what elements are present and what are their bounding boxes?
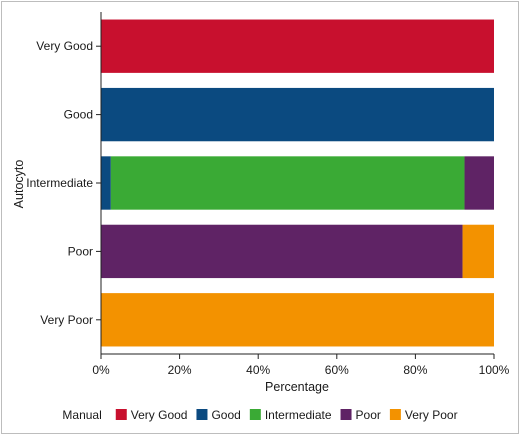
y-axis-title: Autocyto <box>12 160 26 209</box>
legend-label: Very Good <box>131 408 188 422</box>
legend-swatch <box>389 409 401 420</box>
x-tick-label: 60% <box>325 363 349 377</box>
y-tick-label: Good <box>64 108 93 122</box>
x-tick-label: 100% <box>479 363 510 377</box>
x-tick-label: 0% <box>92 363 110 377</box>
bar-poor-very-poor <box>462 224 494 279</box>
legend-label: Intermediate <box>265 408 332 422</box>
y-tick-label: Very Poor <box>40 313 93 327</box>
bar-intermediate-poor <box>464 156 494 210</box>
x-ticks: 0% 20% 40% 60% 80% 100% <box>92 354 510 377</box>
y-ticks: Very Good Good Intermediate Poor Very Poor <box>26 39 101 327</box>
y-tick-label: Poor <box>68 244 93 258</box>
legend-swatch <box>249 409 261 420</box>
bar-very-good-very-good <box>101 19 494 73</box>
bars-layer <box>101 19 494 347</box>
legend: Manual Very Good Good Intermediate Poor Very … <box>62 408 457 422</box>
legend-title: Manual <box>62 408 101 422</box>
bar-intermediate-intermediate <box>110 156 465 210</box>
x-tick-label: 20% <box>168 363 192 377</box>
legend-label: Good <box>211 408 240 422</box>
x-tick-label: 80% <box>403 363 427 377</box>
legend-label: Poor <box>356 408 381 422</box>
bar-very-poor-very-poor <box>101 293 494 347</box>
y-tick-label: Very Good <box>36 39 93 53</box>
x-tick-label: 40% <box>246 363 270 377</box>
bar-good-good <box>101 87 494 142</box>
legend-swatch <box>196 409 208 420</box>
legend-swatch <box>340 409 352 420</box>
y-tick-label: Intermediate <box>26 176 93 190</box>
x-axis-title: Percentage <box>265 380 329 394</box>
bar-intermediate-good <box>101 156 111 210</box>
legend-label: Very Poor <box>405 408 458 422</box>
legend-swatch <box>115 409 127 420</box>
bar-poor-poor <box>101 224 463 279</box>
